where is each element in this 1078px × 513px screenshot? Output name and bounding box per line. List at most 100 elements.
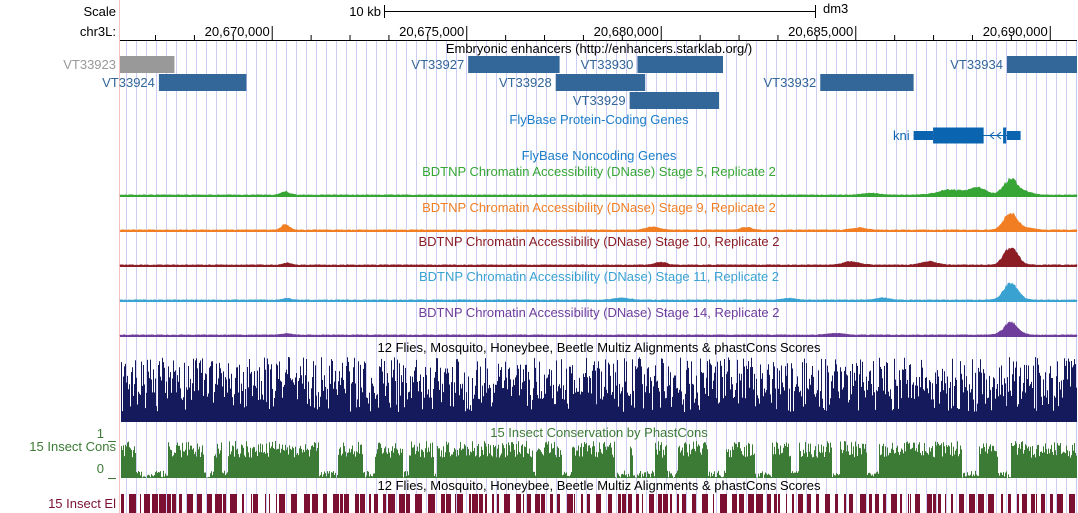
strand-arrow-icon xyxy=(989,131,995,140)
conserved-element xyxy=(835,494,838,513)
conserved-element xyxy=(786,494,787,513)
dnase-track-stage14[interactable]: BDTNP Chromatin Accessibility (DNase) St… xyxy=(119,305,1078,337)
elements-left-label[interactable]: 15 Insect El xyxy=(48,496,116,511)
conserved-element xyxy=(1050,494,1053,513)
dnase-signal xyxy=(119,320,1078,337)
enhancer-VT33932[interactable]: VT33932 xyxy=(763,74,914,91)
conserved-element xyxy=(748,494,754,513)
dnase-track-title: BDTNP Chromatin Accessibility (DNase) St… xyxy=(422,200,776,215)
dnase-signal xyxy=(119,282,1078,302)
enhancer-block[interactable] xyxy=(637,56,723,73)
enhancer-label[interactable]: VT33924 xyxy=(102,75,155,90)
elements-track[interactable]: 12 Flies, Mosquito, Honeybee, Beetle Mul… xyxy=(48,478,1075,513)
conserved-element xyxy=(628,494,632,513)
conserved-element xyxy=(557,494,560,513)
dnase-track-stage10[interactable]: BDTNP Chromatin Accessibility (DNase) St… xyxy=(119,234,1078,267)
phastcons-max-label: 1 xyxy=(97,426,104,441)
enhancer-label[interactable]: VT33923 xyxy=(63,57,116,72)
conserved-element xyxy=(360,494,365,513)
enhancer-label[interactable]: VT33927 xyxy=(411,57,464,72)
enhancer-label[interactable]: VT33929 xyxy=(573,93,626,108)
conserved-element xyxy=(374,494,378,513)
enhancer-block[interactable] xyxy=(158,74,247,91)
conserved-element xyxy=(144,494,150,513)
enhancer-items[interactable]: VT33923 VT33924 VT33927 VT33928 VT33929 VT339… xyxy=(63,56,1077,109)
coding-genes-track[interactable]: FlyBase Protein-Coding Genes kni xyxy=(509,112,1021,144)
enhancer-label[interactable]: VT33932 xyxy=(763,75,816,90)
noncoding-genes-title: FlyBase Noncoding Genes xyxy=(522,148,677,163)
enhancer-block[interactable] xyxy=(468,56,560,73)
conserved-element xyxy=(550,494,553,513)
conserved-element xyxy=(428,494,435,513)
conserved-element xyxy=(778,494,780,513)
conserved-element xyxy=(333,494,339,513)
conserved-element xyxy=(276,494,277,513)
enhancer-label[interactable]: VT33934 xyxy=(950,57,1003,72)
enhancer-label[interactable]: VT33930 xyxy=(581,57,634,72)
conserved-element xyxy=(988,494,994,513)
coding-genes-title: FlyBase Protein-Coding Genes xyxy=(509,112,689,127)
conserved-element xyxy=(472,494,478,513)
conserved-element xyxy=(312,494,318,513)
conserved-element xyxy=(369,494,371,513)
conserved-element xyxy=(658,494,662,513)
conserved-element xyxy=(927,494,932,513)
gene-label[interactable]: kni xyxy=(893,128,910,143)
enhancer-label[interactable]: VT33928 xyxy=(499,75,552,90)
enhancers-track[interactable]: Embryonic enhancers (http://enhancers.st… xyxy=(63,41,1077,109)
enhancer-block[interactable] xyxy=(120,56,175,73)
enhancer-block[interactable] xyxy=(820,74,914,91)
conserved-element xyxy=(978,494,984,513)
conserved-element xyxy=(692,494,696,513)
conserved-element xyxy=(215,494,222,513)
enhancer-VT33930[interactable]: VT33930 xyxy=(581,56,723,73)
noncoding-genes-track[interactable]: FlyBase Noncoding Genes xyxy=(522,148,677,163)
conserved-element xyxy=(388,494,395,513)
conserved-element xyxy=(523,494,524,513)
dnase-track-stage9[interactable]: BDTNP Chromatin Accessibility (DNase) St… xyxy=(119,200,1078,232)
enhancer-VT33934[interactable]: VT33934 xyxy=(950,56,1077,73)
conserved-element xyxy=(969,494,975,513)
conserved-element xyxy=(767,494,771,513)
dnase-signal xyxy=(119,212,1078,232)
conserved-element xyxy=(670,494,672,513)
enhancer-block[interactable] xyxy=(555,74,646,91)
dnase-tracks[interactable]: BDTNP Chromatin Accessibility (DNase) St… xyxy=(119,164,1078,337)
multiz-track[interactable]: 12 Flies, Mosquito, Honeybee, Beetle Mul… xyxy=(121,340,1077,422)
conserved-element xyxy=(1057,494,1063,513)
dnase-track-stage11[interactable]: BDTNP Chromatin Accessibility (DNase) St… xyxy=(119,269,1078,302)
conserved-element xyxy=(883,494,886,513)
enhancer-VT33928[interactable]: VT33928 xyxy=(499,74,646,91)
phastcons-left-label[interactable]: 15 Insect Cons xyxy=(29,439,116,454)
gene-kni[interactable]: kni xyxy=(893,127,1021,144)
enhancer-VT33929[interactable]: VT33929 xyxy=(573,92,720,109)
enhancer-block[interactable] xyxy=(629,92,720,109)
enhancer-VT33927[interactable]: VT33927 xyxy=(411,56,560,73)
conserved-element xyxy=(702,494,708,513)
phastcons-track[interactable]: 15 Insect Conservation by PhastCons 15 I… xyxy=(29,425,1077,479)
conserved-element xyxy=(304,494,310,513)
conserved-element xyxy=(825,494,830,513)
enhancer-VT33923[interactable]: VT33923 xyxy=(63,56,175,73)
conserved-element xyxy=(875,494,879,513)
conserved-element xyxy=(682,494,686,513)
multiz-title: 12 Flies, Mosquito, Honeybee, Beetle Mul… xyxy=(378,340,821,355)
conserved-element xyxy=(355,494,359,513)
strand-arrow-icon xyxy=(996,131,1002,140)
conserved-element xyxy=(197,494,202,513)
enhancer-VT33924[interactable]: VT33924 xyxy=(102,74,247,91)
conserved-element xyxy=(860,494,866,513)
ruler-track[interactable]: Scale chr3L: 10 kb dm3 20,670,000 20,675,… xyxy=(80,1,1077,41)
dnase-track-stage5[interactable]: BDTNP Chromatin Accessibility (DNase) St… xyxy=(119,164,1078,197)
conserved-element xyxy=(910,494,911,513)
gene-items[interactable]: kni xyxy=(893,127,1021,144)
dnase-signal xyxy=(119,177,1078,197)
conserved-element xyxy=(230,494,237,513)
conserved-element xyxy=(945,494,946,513)
conserved-element xyxy=(242,494,244,513)
enhancer-block[interactable] xyxy=(1006,56,1077,73)
conserved-element xyxy=(527,494,531,513)
conserved-element xyxy=(344,494,349,513)
scale-bar-label: 10 kb xyxy=(349,4,381,19)
